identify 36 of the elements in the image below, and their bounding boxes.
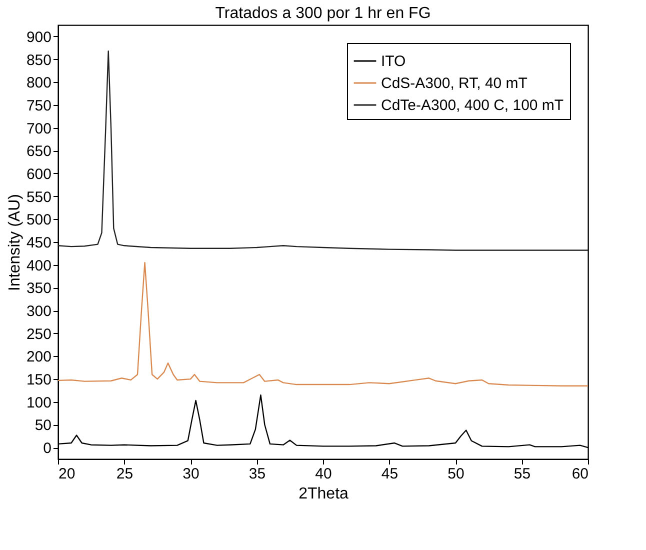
y-tick-label: 50 [34,417,52,434]
y-tick-label: 850 [26,52,52,69]
line-series [57,262,589,387]
legend-label: CdTe-A300, 400 C, 100 mT [381,97,564,114]
y-tick-label: 600 [26,166,52,183]
legend-label: CdS-A300, RT, 40 mT [381,75,528,92]
y-tick-label: 250 [26,326,52,343]
y-tick-label: 400 [26,257,52,274]
x-axis-title: 2Theta [298,486,349,502]
x-tick-label: 50 [448,466,464,482]
y-tick-label: 100 [26,394,52,412]
x-tick-label: 55 [514,466,531,482]
y-tick-label: 0 [43,440,52,458]
y-tick-label: 750 [26,97,52,114]
y-tick-label: 550 [26,188,52,206]
chart-title: Tratados a 300 por 1 hr en FG [215,5,431,22]
y-tick-label: 350 [26,280,52,298]
y-tick-label: 900 [26,28,52,46]
x-tick-label: 45 [381,466,398,482]
y-tick-label: 650 [26,143,52,160]
x-tick-label: 25 [116,466,134,482]
y-tick-label: 800 [26,74,52,92]
y-tick-label: 150 [26,372,52,389]
x-tick-label: 20 [58,466,76,482]
y-tick-label: 200 [26,348,52,366]
x-tick-label: 35 [248,466,266,482]
x-tick-label: 30 [182,466,200,482]
line-series [57,50,589,251]
legend-label: ITO [381,53,406,70]
y-tick-label: 500 [26,212,52,229]
y-axis-title: Intensity (AU) [6,194,24,291]
x-tick-label: 60 [572,466,588,482]
y-tick-label: 450 [26,234,52,252]
y-tick-label: 700 [26,120,52,138]
y-tick-label: 300 [26,303,52,320]
x-tick-label: 40 [315,466,332,482]
